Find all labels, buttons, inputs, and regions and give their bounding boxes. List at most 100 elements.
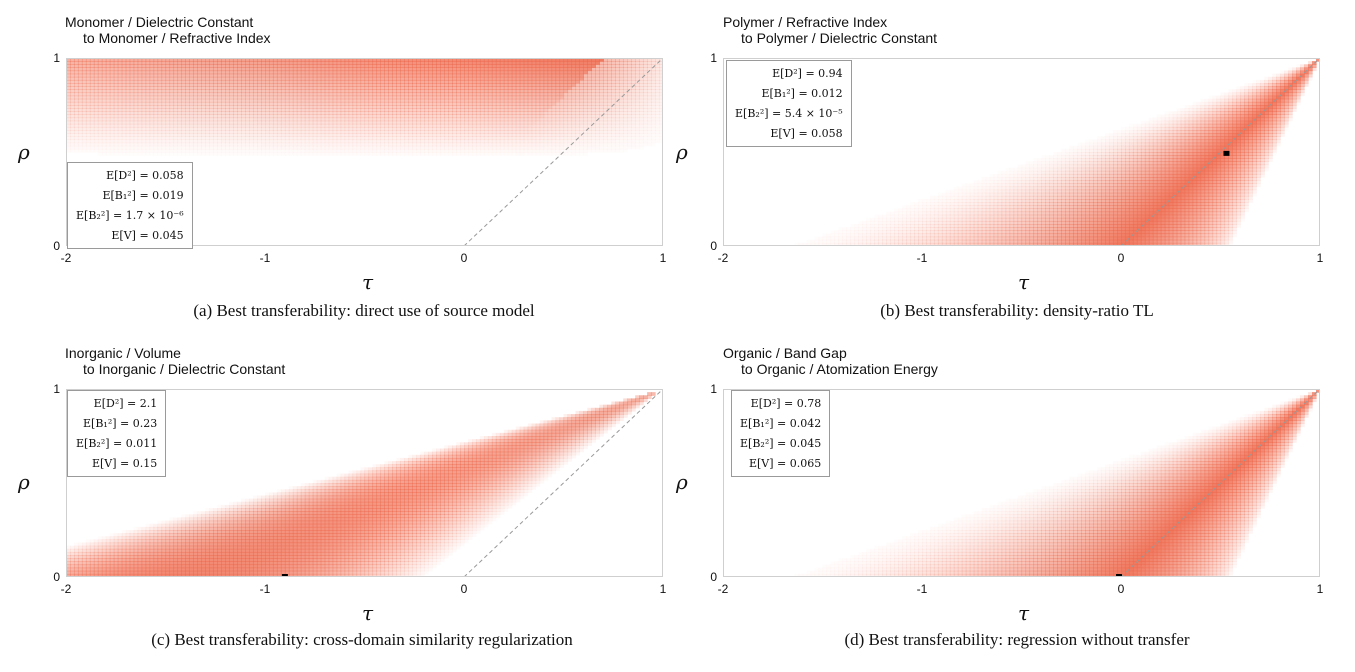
heat-cell bbox=[221, 79, 226, 84]
heat-cell bbox=[587, 98, 592, 103]
heat-cell bbox=[193, 123, 198, 128]
heat-cell bbox=[1260, 83, 1265, 87]
heat-cell bbox=[237, 142, 242, 147]
heat-cell bbox=[611, 73, 616, 78]
heat-cell bbox=[1260, 89, 1265, 94]
heat-cell bbox=[384, 64, 389, 68]
heat-cell bbox=[535, 67, 541, 72]
heat-cell bbox=[487, 133, 493, 137]
heat-cell bbox=[452, 148, 457, 153]
heat-cell bbox=[69, 76, 75, 81]
heat-cell bbox=[503, 76, 509, 81]
heat-cell bbox=[404, 108, 409, 112]
heat-cell bbox=[253, 67, 258, 72]
heat-cell bbox=[105, 95, 111, 100]
heat-cell bbox=[161, 105, 167, 109]
heat-cell bbox=[408, 83, 413, 87]
heat-cell bbox=[623, 130, 628, 134]
heat-cell bbox=[89, 139, 95, 144]
heat-cell bbox=[101, 86, 107, 90]
heat-cell bbox=[265, 101, 270, 106]
heat-cell bbox=[356, 61, 362, 65]
heat-cell bbox=[304, 101, 310, 106]
heat-cell bbox=[412, 120, 417, 125]
heat-cell bbox=[249, 95, 254, 100]
heat-cell bbox=[257, 105, 262, 109]
heat-cell bbox=[177, 123, 183, 128]
heat-cell bbox=[153, 111, 159, 115]
heat-cell bbox=[93, 114, 99, 119]
heat-cell bbox=[296, 105, 302, 109]
heat-cell bbox=[352, 67, 358, 72]
heat-cell bbox=[440, 117, 445, 122]
heat-cell bbox=[125, 98, 131, 103]
heat-cell bbox=[69, 105, 75, 109]
heat-cell bbox=[197, 142, 202, 147]
heat-cell bbox=[97, 61, 103, 65]
heat-cell bbox=[153, 67, 159, 72]
heat-cell bbox=[392, 101, 397, 106]
heat-cell bbox=[571, 108, 577, 112]
heat-cell bbox=[309, 152, 314, 156]
heat-cell bbox=[460, 148, 465, 153]
heat-cell bbox=[272, 70, 278, 75]
heat-cell bbox=[432, 79, 437, 84]
heat-cell bbox=[372, 145, 378, 150]
heat-cell bbox=[631, 136, 636, 141]
heat-cell bbox=[643, 105, 648, 109]
heat-cell bbox=[487, 95, 493, 100]
heat-cell bbox=[639, 76, 644, 81]
heat-cell bbox=[324, 83, 330, 87]
heat-cell bbox=[623, 117, 628, 122]
heat-cell bbox=[424, 123, 429, 128]
heat-cell bbox=[105, 86, 111, 90]
heat-cell bbox=[213, 98, 218, 103]
heat-cell bbox=[77, 108, 83, 112]
heat-cell bbox=[1260, 117, 1265, 122]
heat-cell bbox=[280, 133, 286, 137]
heat-cell bbox=[141, 133, 147, 137]
heat-cell bbox=[157, 120, 163, 125]
heat-cell bbox=[280, 58, 286, 62]
heat-cell bbox=[296, 142, 302, 147]
heat-cell bbox=[412, 108, 417, 112]
heat-cell bbox=[499, 139, 505, 144]
heat-cell bbox=[615, 105, 620, 109]
heat-cell bbox=[121, 89, 127, 94]
heat-cell bbox=[233, 92, 238, 97]
heat-cell bbox=[503, 148, 509, 153]
heat-cell bbox=[85, 64, 91, 68]
heat-cell bbox=[185, 89, 190, 94]
heat-cell bbox=[197, 79, 202, 84]
heat-cell bbox=[404, 111, 409, 115]
heat-cell bbox=[161, 64, 167, 68]
heat-cell bbox=[452, 89, 457, 94]
heat-cell bbox=[643, 123, 648, 128]
heat-cell bbox=[312, 120, 318, 125]
heat-cell bbox=[229, 142, 234, 147]
heat-cell bbox=[464, 126, 469, 131]
heat-cell bbox=[253, 76, 258, 81]
heat-cell bbox=[416, 92, 421, 97]
heat-cell bbox=[496, 152, 501, 156]
heat-cell bbox=[460, 105, 465, 109]
heat-cell bbox=[205, 108, 210, 112]
heat-cell bbox=[396, 98, 401, 103]
heat-cell bbox=[535, 70, 541, 75]
heat-cell bbox=[173, 76, 179, 81]
heat-cell bbox=[452, 92, 457, 97]
heat-cell bbox=[213, 142, 218, 147]
heat-cell bbox=[77, 105, 83, 109]
heat-cell bbox=[444, 105, 449, 109]
heat-cell bbox=[559, 108, 565, 112]
heat-cell bbox=[137, 136, 143, 141]
heat-cell bbox=[105, 105, 111, 109]
heat-cell bbox=[475, 108, 481, 112]
heat-cell bbox=[456, 111, 461, 115]
heat-cell bbox=[1188, 117, 1194, 122]
heat-cell bbox=[639, 83, 644, 87]
heat-cell bbox=[483, 123, 489, 128]
heat-cell bbox=[249, 67, 254, 72]
heat-cell bbox=[356, 120, 362, 125]
heat-cell bbox=[615, 61, 620, 65]
